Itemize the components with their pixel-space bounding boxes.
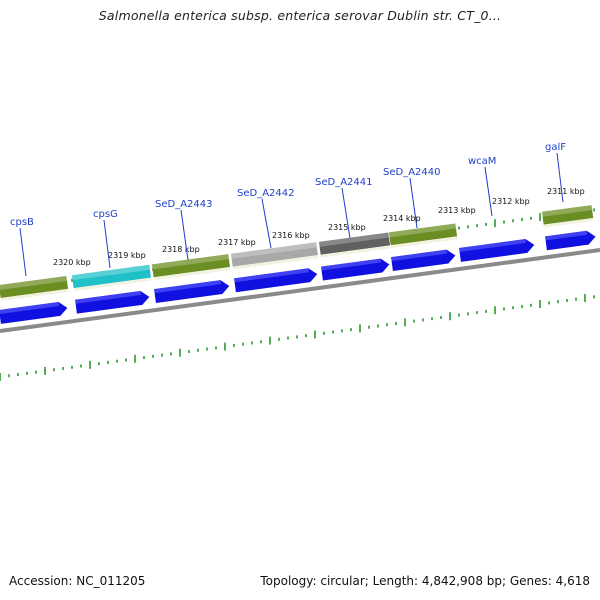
cds-arrow-shine (391, 249, 448, 262)
cds-arrow-shine (459, 238, 526, 252)
feature-edge (390, 236, 458, 249)
cds-arrow (459, 238, 535, 262)
gene-leader-line (103, 219, 111, 269)
feature-shine (388, 223, 456, 238)
feature-fill (388, 223, 458, 246)
feature-fill (71, 264, 151, 289)
gene-leader-line (19, 227, 27, 277)
cds-arrow (545, 230, 596, 251)
cds-arrow (0, 302, 68, 324)
backbone-line (0, 248, 600, 333)
feature-shine (0, 275, 67, 291)
gene-labels: cpsB cpsG SeD_A2443 SeD_A2442 SeD_A2441 SeD_A… (10, 142, 566, 277)
gene-label-SeD_A2441[interactable]: SeD_A2441 (315, 177, 373, 188)
cds-arrow-shine (75, 290, 142, 304)
feature-shine (230, 242, 317, 259)
kbp-label: 2311 kbp (547, 187, 585, 196)
feature-bar (541, 205, 594, 228)
feature-fill (0, 275, 69, 298)
cds-arrow-shine (154, 280, 221, 294)
cds-arrow-body (234, 268, 318, 293)
gene-label-cpsB[interactable]: cpsB (10, 217, 34, 228)
feature-bar (0, 275, 69, 301)
feature-edge (320, 245, 391, 258)
cds-track (0, 230, 596, 324)
kbp-label: 2316 kbp (272, 231, 310, 240)
feature-shine (151, 254, 229, 270)
genome-backbone (0, 248, 600, 333)
gene-leader-line (409, 177, 418, 229)
feature-edge (153, 266, 231, 281)
cds-arrow (75, 290, 150, 314)
feature-bar (151, 254, 231, 281)
feature-bar (388, 223, 458, 249)
feature-fill (151, 254, 230, 278)
cds-arrow-body (0, 302, 68, 324)
kbp-label: 2319 kbp (108, 251, 146, 260)
feature-track (0, 205, 594, 301)
feature-bar (230, 242, 319, 270)
cds-arrow-body (154, 280, 230, 304)
feature-edge (543, 217, 594, 228)
kbp-label: 2318 kbp (162, 245, 200, 254)
kbp-label: 2317 kbp (218, 238, 256, 247)
feature-edge (73, 277, 152, 292)
cds-arrow-shine (0, 302, 60, 315)
cds-arrow (391, 249, 456, 272)
feature-shine (318, 232, 389, 247)
feature-shine (541, 205, 593, 217)
cds-arrow-body (75, 290, 150, 314)
genome-summary-text: Topology: circular; Length: 4,842,908 bp… (260, 574, 590, 588)
kbp-label: 2312 kbp (492, 197, 530, 206)
feature-edge (0, 288, 69, 301)
gene-label-galF[interactable]: galF (545, 142, 566, 153)
feature-edge (232, 255, 319, 270)
cds-arrow-shine (545, 230, 588, 241)
feature-fill (230, 242, 318, 267)
gene-leader-line (556, 152, 564, 203)
gene-label-cpsG[interactable]: cpsG (93, 209, 118, 220)
feature-fill (318, 232, 391, 255)
gene-leader-line (484, 166, 493, 217)
gene-leader-line (261, 198, 272, 249)
cds-arrow-body (459, 238, 535, 262)
gene-label-SeD_A2442[interactable]: SeD_A2442 (237, 188, 295, 199)
feature-bar (318, 232, 391, 258)
gene-leader-line (180, 209, 189, 261)
cds-arrow-body (321, 258, 390, 281)
map-title: Salmonella enterica subsp. enterica sero… (98, 8, 502, 23)
gene-label-wcaM[interactable]: wcaM (468, 156, 496, 167)
feature-bar (71, 264, 152, 292)
feature-shine (71, 264, 150, 281)
gene-label-SeD_A2440[interactable]: SeD_A2440 (383, 167, 441, 178)
accession-text: Accession: NC_011205 (9, 574, 146, 588)
kbp-label: 2314 kbp (383, 214, 421, 223)
cds-arrow-shine (234, 268, 309, 283)
cds-arrow (154, 280, 230, 304)
cds-arrow (234, 268, 318, 293)
cds-arrow-shine (321, 258, 382, 271)
gene-label-SeD_A2443[interactable]: SeD_A2443 (155, 199, 213, 210)
cds-arrow (321, 258, 390, 281)
kbp-label: 2315 kbp (328, 223, 366, 232)
cds-arrow-body (545, 230, 596, 251)
kbp-label: 2313 kbp (438, 206, 476, 215)
gene-leader-line (341, 187, 351, 239)
kbp-labels: 2320 kbp 2319 kbp 2318 kbp 2317 kbp 2316 kbp… (53, 187, 585, 267)
kbp-label: 2320 kbp (53, 258, 91, 267)
feature-fill (541, 205, 594, 225)
